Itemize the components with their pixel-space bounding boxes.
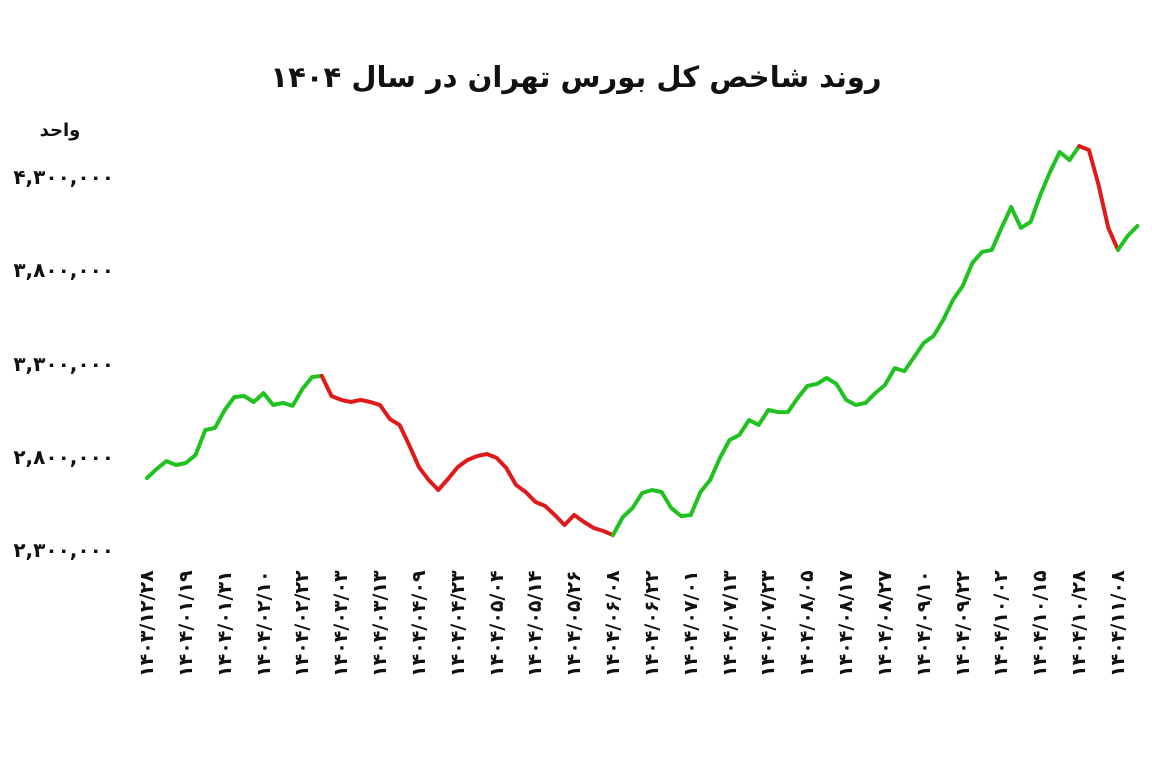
y-axis-unit-label: واحد	[39, 120, 81, 141]
y-tick-label: ۲,۳۰۰,۰۰۰	[13, 538, 114, 562]
y-tick-label: ۳,۸۰۰,۰۰۰	[13, 258, 114, 283]
line-segment-up	[1116, 224, 1140, 252]
line-segment-down	[1077, 144, 1120, 252]
y-tick-label: ۲,۸۰۰,۰۰۰	[13, 444, 114, 469]
line-segment-up	[145, 373, 324, 480]
y-tick-label: ۴,۳۰۰,۰۰۰	[13, 165, 114, 190]
line-segment-down	[319, 373, 616, 538]
y-tick-label: ۳,۳۰۰,۰۰۰	[13, 351, 114, 376]
chart-title: روند شاخص کل بورس تهران در سال ۱۴۰۴	[270, 60, 882, 94]
line-segment-up	[611, 144, 1082, 538]
